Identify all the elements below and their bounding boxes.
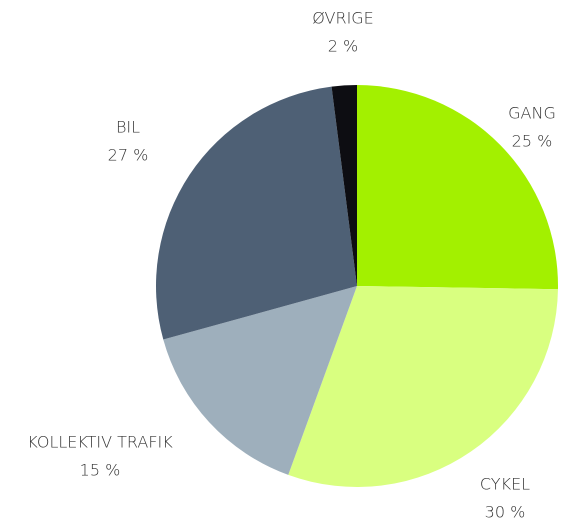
slice-value-label: 2 % <box>328 37 358 56</box>
slice-label: ØVRIGE <box>312 9 374 28</box>
pie-slice <box>288 286 558 487</box>
slice-value-label: 27 % <box>108 146 149 165</box>
slice-value-label: 15 % <box>80 461 121 480</box>
slice-value-label: 25 % <box>512 132 553 151</box>
slice-label: GANG <box>508 104 556 123</box>
slice-label: BIL <box>116 118 140 137</box>
pie-slice <box>357 85 558 290</box>
pie-slice <box>163 286 357 475</box>
slice-label: KOLLEKTIV TRAFIK <box>27 433 173 452</box>
pie-slice <box>156 86 357 340</box>
pie-slice <box>331 85 357 286</box>
slice-value-label: 30 % <box>485 503 526 520</box>
slice-label: CYKEL <box>480 475 530 494</box>
